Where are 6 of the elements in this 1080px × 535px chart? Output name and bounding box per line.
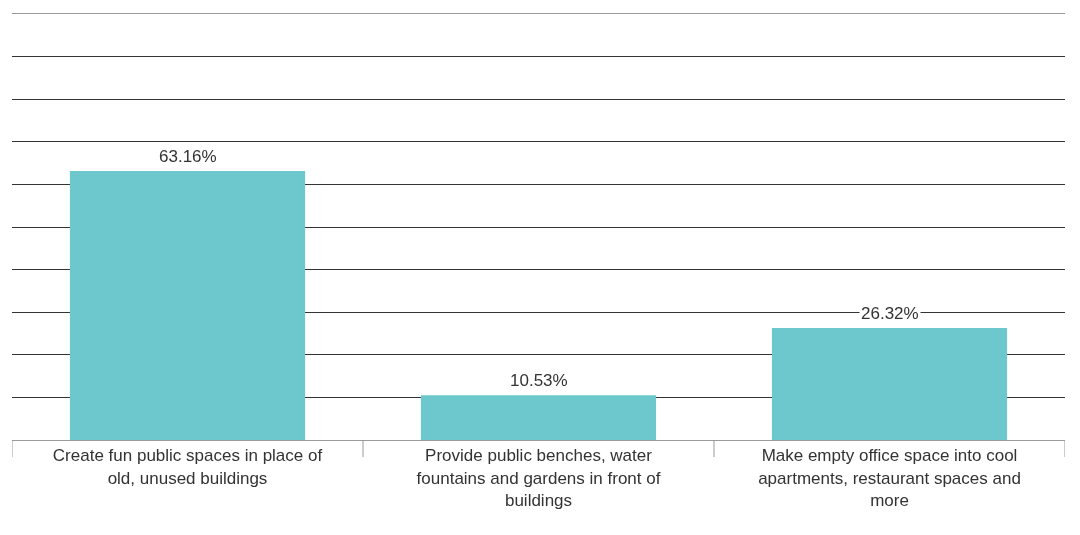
- data-label: 10.53%: [510, 371, 568, 390]
- data-label: 26.32%: [861, 304, 919, 323]
- x-tick-label: Make empty office space into cool apartments, restaurant spaces and more: [758, 446, 1021, 510]
- x-tick-label: Provide public benches, water fountains and gardens in front of buildings: [416, 446, 661, 510]
- data-label: 63.16%: [159, 147, 217, 166]
- x-tick-label: Create fun public spaces in place of old, unused buildings: [52, 446, 323, 488]
